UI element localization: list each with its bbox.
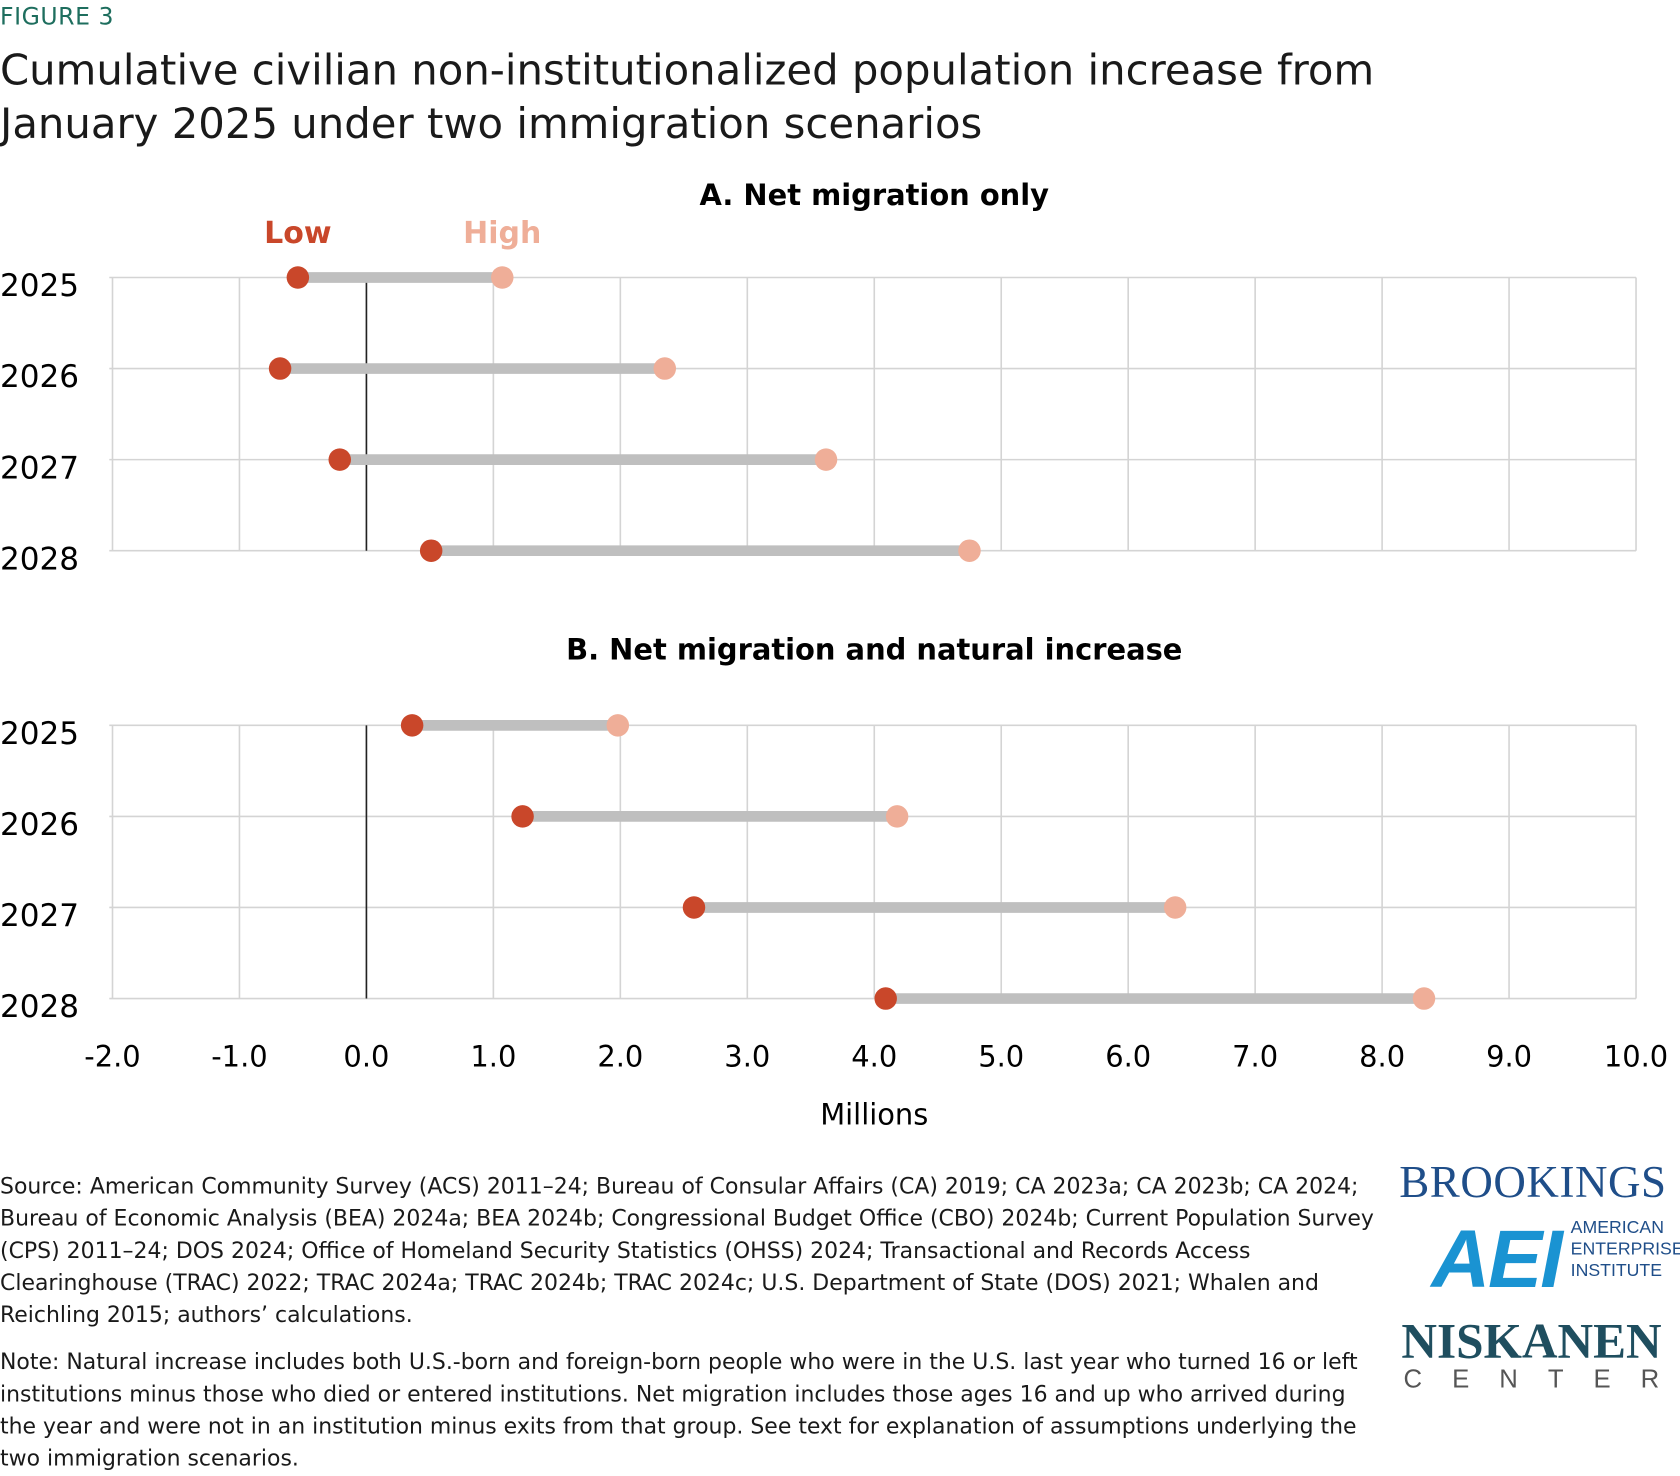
- x-tick-label: 6.0: [1105, 1040, 1151, 1074]
- logo-text: CENTER: [1403, 1364, 1680, 1394]
- x-tick-label: 7.0: [1232, 1040, 1278, 1074]
- dot: [491, 266, 514, 289]
- x-tick-label: -1.0: [211, 1040, 267, 1074]
- y-tick-label: 2026: [0, 359, 79, 395]
- dot: [400, 714, 424, 737]
- dot: [328, 448, 352, 471]
- y-tick-label: 2027: [0, 450, 79, 486]
- x-tick-label: 4.0: [851, 1040, 897, 1074]
- x-tick-label: 5.0: [978, 1040, 1024, 1074]
- figure-label: FIGURE 3: [0, 4, 115, 32]
- dot: [1163, 896, 1187, 919]
- dot: [958, 539, 981, 562]
- x-tick-label: 1.0: [470, 1040, 516, 1074]
- logo-text: AMERICAN ENTERPRISE INSTITUTE: [1571, 1217, 1680, 1281]
- dot: [874, 987, 897, 1010]
- x-tick-label: 3.0: [724, 1040, 770, 1074]
- x-tick-label: 2.0: [597, 1040, 643, 1074]
- dot: [885, 805, 909, 828]
- dot: [268, 357, 292, 380]
- y-tick-label: 2026: [0, 807, 79, 843]
- x-axis-label: Millions: [820, 1097, 928, 1131]
- logo-text: AMERICAN: [1570, 1218, 1664, 1238]
- dot: [814, 448, 838, 471]
- y-tick-label: 2025: [0, 716, 79, 752]
- x-tick-label: 9.0: [1486, 1040, 1532, 1074]
- dot: [419, 539, 443, 562]
- panel-title: B. Net migration and natural increase: [566, 632, 1182, 666]
- chart: A. Net migration only 2025 2026 2027 2028 Low…: [0, 178, 1668, 1131]
- dot: [606, 714, 630, 737]
- dot: [511, 805, 534, 828]
- x-tick-label: -2.0: [84, 1040, 140, 1074]
- source: Source: American Community Survey (ACS) …: [0, 1173, 1374, 1328]
- x-tick-label: 8.0: [1359, 1040, 1405, 1074]
- y-tick-label: 2028: [0, 541, 79, 577]
- y-tick-label: 2028: [0, 989, 79, 1025]
- legend-label: High: [463, 216, 541, 251]
- y-tick-label: 2027: [0, 898, 79, 934]
- dot: [286, 266, 310, 289]
- dot: [1412, 987, 1436, 1010]
- legend-label: Low: [264, 216, 331, 251]
- panel-title: A. Net migration only: [699, 178, 1049, 212]
- note: Note: Natural increase includes both U.S…: [0, 1348, 1358, 1472]
- title: Cumulative civilian non-institutionalize…: [0, 47, 1375, 149]
- logo-text: INSTITUTE: [1570, 1261, 1663, 1281]
- x-tick-label: 10.0: [1604, 1040, 1668, 1074]
- dot: [653, 357, 677, 380]
- x-tick-label: 0.0: [343, 1040, 389, 1074]
- logo-text: ENTERPRISE: [1570, 1239, 1680, 1259]
- logo: NISKANEN: [1401, 1313, 1662, 1369]
- dot: [682, 896, 706, 919]
- logo: BROOKINGS: [1399, 1158, 1667, 1208]
- logo: AEI: [1431, 1213, 1562, 1305]
- y-tick-label: 2025: [0, 268, 79, 304]
